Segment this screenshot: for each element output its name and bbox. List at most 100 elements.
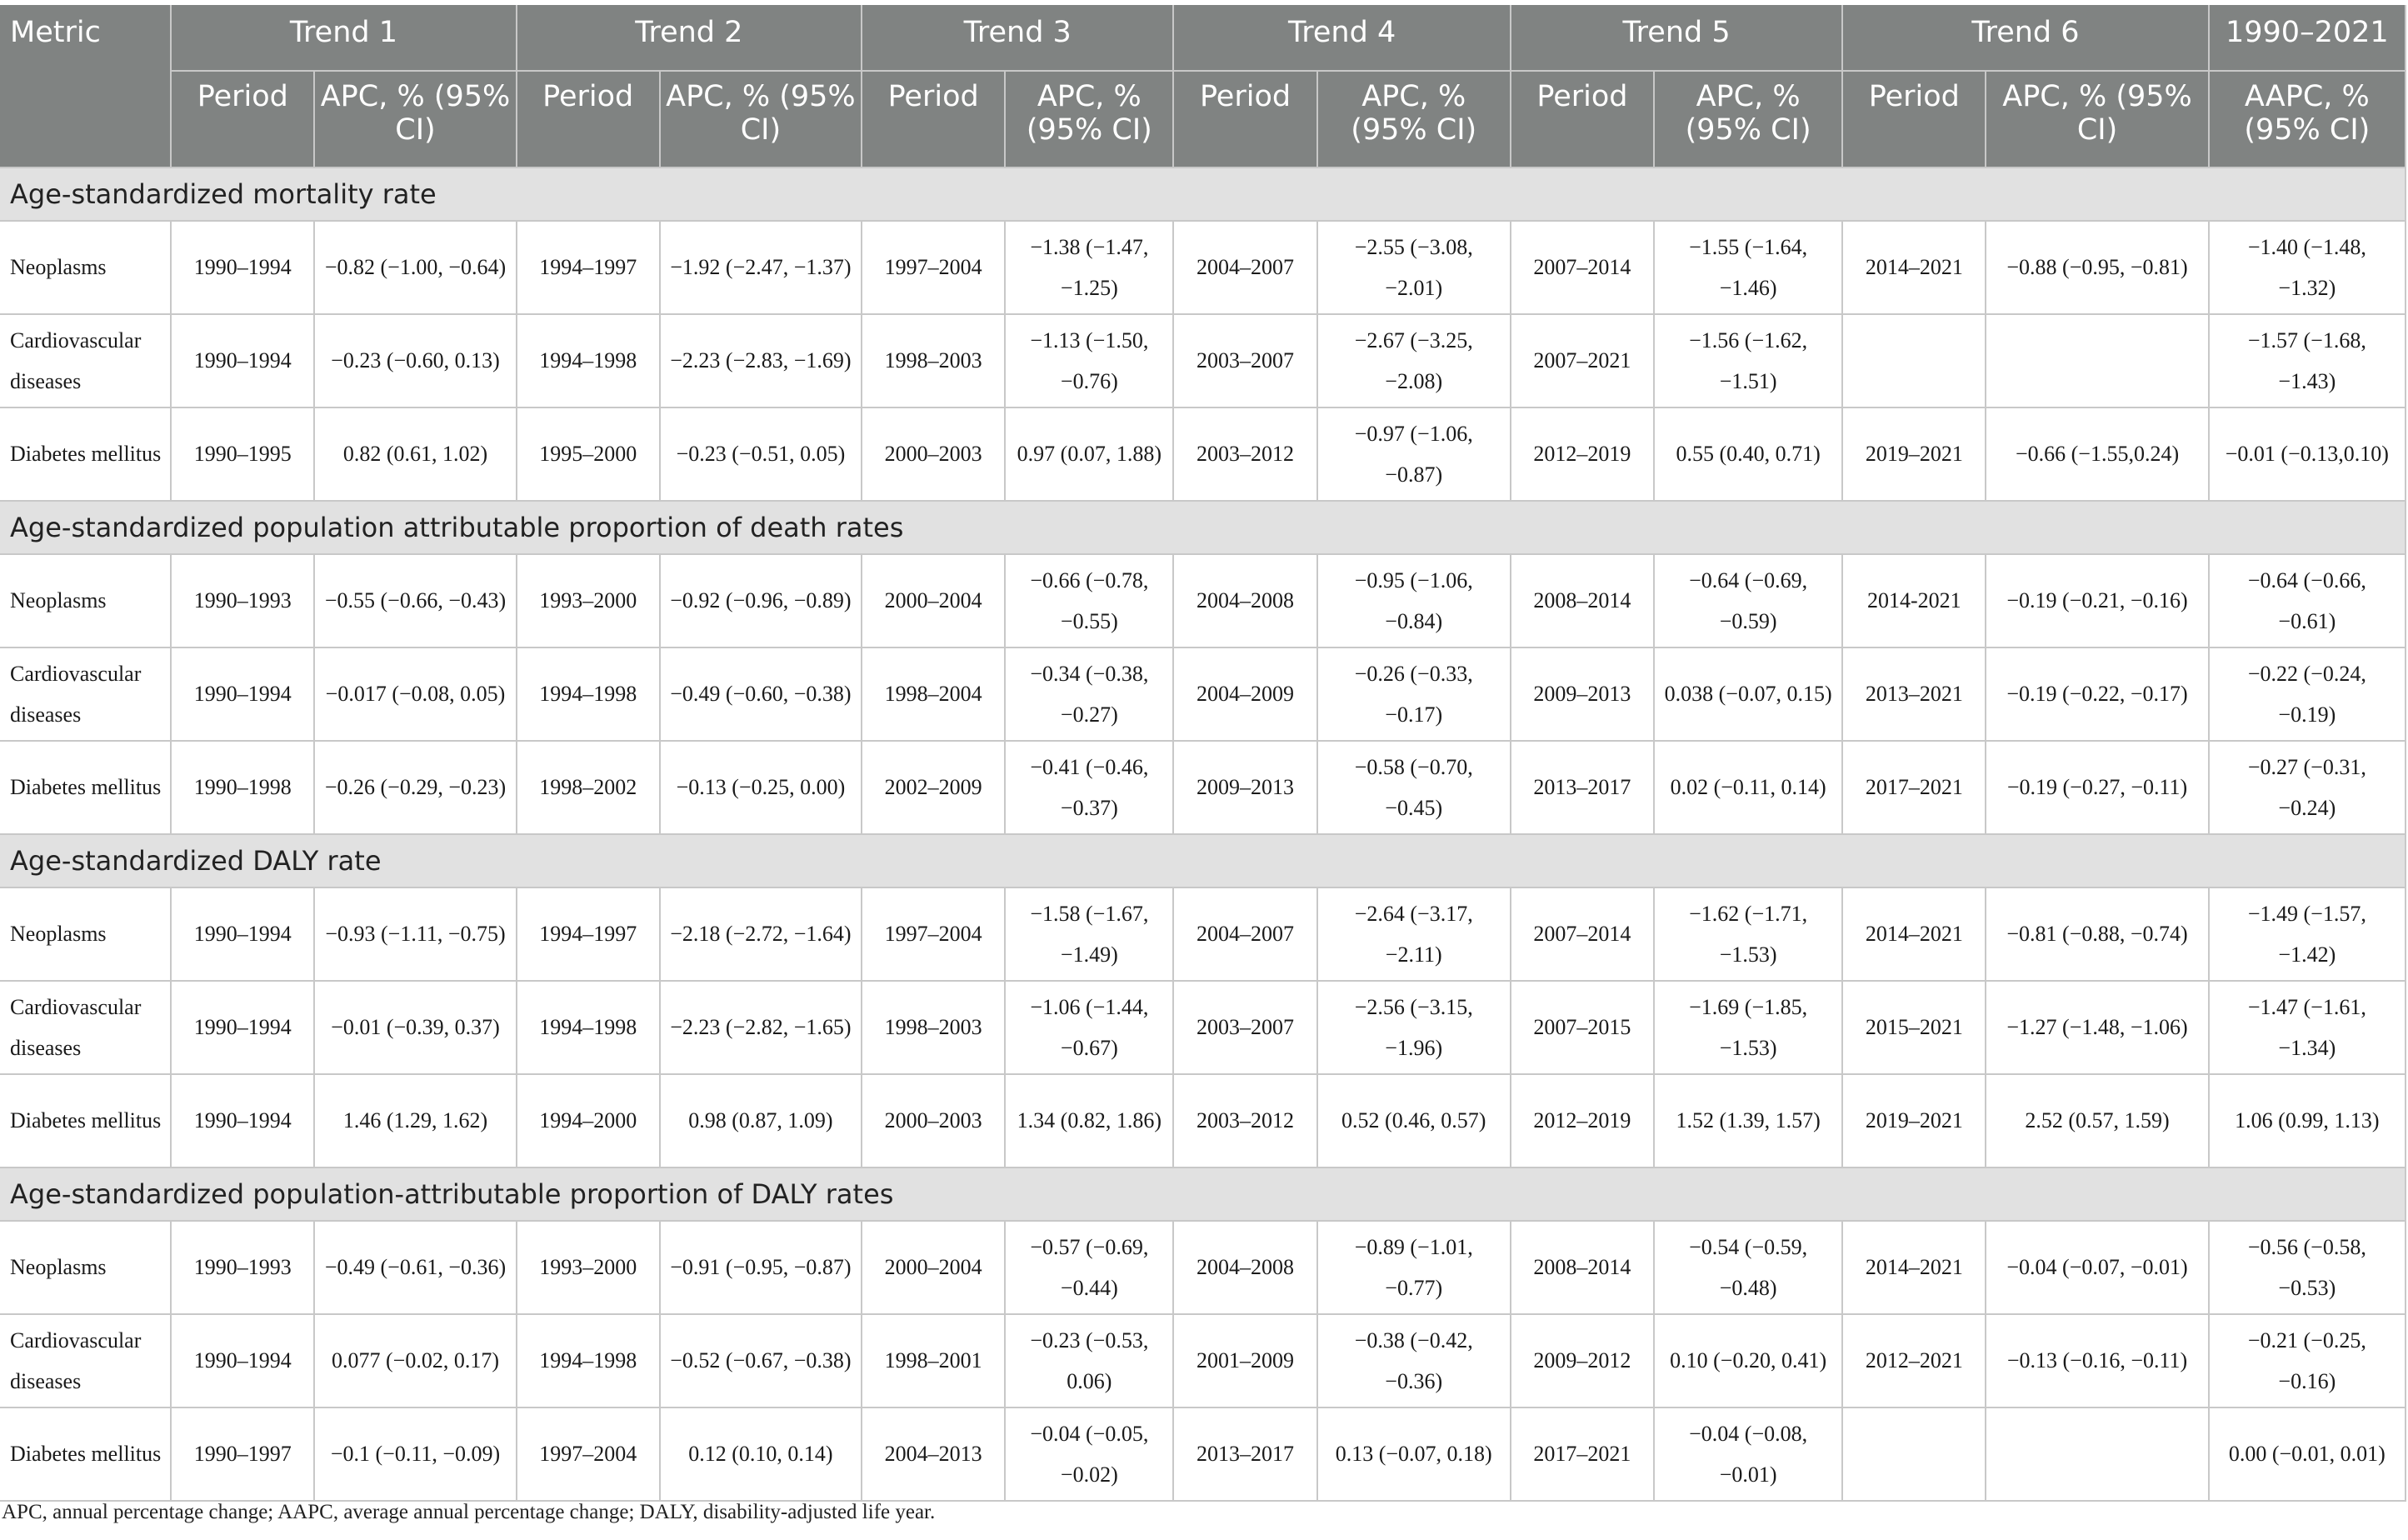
metric-cell: Neoplasms	[0, 888, 172, 982]
table-row: Cardiovascular diseases 1990–1994 −0.01 (−…	[0, 981, 2407, 1075]
period-cell: 1990–1994	[171, 314, 316, 408]
apc-cell: −0.04 (−0.08, −0.01)	[1654, 1408, 1844, 1502]
period-cell: 2000–2003	[862, 1074, 1007, 1168]
period-cell: 2004–2007	[1173, 888, 1318, 982]
apc-cell: −0.97 (−1.06, −0.87)	[1316, 408, 1511, 502]
apc-cell: −0.64 (−0.69, −0.59)	[1654, 554, 1844, 648]
period-cell: 1990–1994	[171, 221, 316, 315]
apc-cell: −0.04 (−0.07, −0.01)	[1986, 1221, 2210, 1315]
apc-cell: 0.82 (0.61, 1.02)	[314, 408, 517, 502]
apc-cell: −0.017 (−0.08, 0.05)	[314, 648, 517, 742]
apc-header: APC, % (95% CI)	[1986, 71, 2210, 168]
period-cell: 2009–2013	[1510, 648, 1656, 742]
apc-cell: −0.23 (−0.53, 0.06)	[1005, 1314, 1175, 1408]
aapc-cell: 0.00 (−0.01, 0.01)	[2208, 1408, 2407, 1502]
trend-6-header: Trend 6	[1842, 5, 2210, 72]
apc-cell: −1.27 (−1.48, −1.06)	[1986, 981, 2210, 1075]
apc-cell: 0.13 (−0.07, 0.18)	[1316, 1408, 1511, 1502]
apc-cell: −0.49 (−0.61, −0.36)	[314, 1221, 517, 1315]
apc-cell: −2.56 (−3.15, −1.96)	[1316, 981, 1511, 1075]
table-container: Metric Trend 1 Trend 2 Trend 3 Trend 4 T…	[0, 5, 2407, 1502]
metric-cell: Diabetes mellitus	[0, 1074, 172, 1168]
aapc-cell: −0.21 (−0.25, −0.16)	[2208, 1314, 2407, 1408]
apc-cell: 0.52 (0.46, 0.57)	[1316, 1074, 1511, 1168]
apc-cell: −0.01 (−0.39, 0.37)	[314, 981, 517, 1075]
period-cell: 2003–2012	[1173, 408, 1318, 502]
apc-cell: −0.26 (−0.29, −0.23)	[314, 741, 517, 835]
apc-cell: −0.66 (−1.55,0.24)	[1986, 408, 2210, 502]
aapc-cell: −0.22 (−0.24, −0.19)	[2208, 648, 2407, 742]
period-cell: 1998–2003	[862, 314, 1007, 408]
table-row: Cardiovascular diseases 1990–1994 −0.017 (…	[0, 648, 2407, 742]
period-cell: 1997–2004	[516, 1408, 661, 1502]
apc-cell: 0.12 (0.10, 0.14)	[659, 1408, 863, 1502]
period-cell: 2008–2014	[1510, 554, 1656, 648]
period-cell: 2012–2019	[1510, 1074, 1656, 1168]
period-cell: 2004–2009	[1173, 648, 1318, 742]
apc-cell: −0.57 (−0.69, −0.44)	[1005, 1221, 1175, 1315]
period-cell: 1994–1998	[516, 1314, 661, 1408]
period-cell: 2014–2021	[1842, 1221, 1987, 1315]
period-cell: 1990–1994	[171, 981, 316, 1075]
apc-cell: −0.41 (−0.46, −0.37)	[1005, 741, 1175, 835]
section-row: Age-standardized mortality rate	[0, 168, 2406, 222]
period-cell: 2000–2004	[862, 1221, 1007, 1315]
metric-cell: Diabetes mellitus	[0, 408, 172, 502]
aapc-cell: −1.49 (−1.57, −1.42)	[2208, 888, 2407, 982]
period-cell: 2013–2017	[1173, 1408, 1318, 1502]
period-cell: 1994–1997	[516, 221, 661, 315]
aapc-cell: −0.64 (−0.66, −0.61)	[2208, 554, 2407, 648]
apc-cell: −0.23 (−0.60, 0.13)	[314, 314, 517, 408]
period-cell: 2000–2004	[862, 554, 1007, 648]
table-row: Neoplasms 1990–1994 −0.82 (−1.00, −0.64) 19…	[0, 221, 2407, 315]
period-header: Period	[1842, 71, 1987, 168]
apc-cell: 1.52 (1.39, 1.57)	[1654, 1074, 1844, 1168]
table-row: Diabetes mellitus 1990–1995 0.82 (0.61, 1.…	[0, 408, 2407, 502]
period-cell: 1998–2002	[516, 741, 661, 835]
period-cell: 2012–2021	[1842, 1314, 1987, 1408]
period-cell: 1998–2003	[862, 981, 1007, 1075]
section-row: Age-standardized DALY rate	[0, 834, 2406, 888]
period-cell: 2013–2021	[1842, 648, 1987, 742]
table-row: Diabetes mellitus 1990–1998 −0.26 (−0.29, …	[0, 741, 2407, 835]
period-cell: 2002–2009	[862, 741, 1007, 835]
aapc-cell: −1.40 (−1.48, −1.32)	[2208, 221, 2407, 315]
metric-cell: Diabetes mellitus	[0, 1408, 172, 1502]
period-cell: 1990–1995	[171, 408, 316, 502]
apc-cell: −0.55 (−0.66, −0.43)	[314, 554, 517, 648]
metric-cell: Neoplasms	[0, 1221, 172, 1315]
section-title: Age-standardized mortality rate	[0, 168, 2406, 222]
apc-cell: −1.55 (−1.64, −1.46)	[1654, 221, 1844, 315]
period-cell: 2003–2007	[1173, 981, 1318, 1075]
period-cell: 1994–1998	[516, 981, 661, 1075]
period-cell: 1990–1994	[171, 648, 316, 742]
period-cell: 1990–1994	[171, 888, 316, 982]
apc-cell: −0.1 (−0.11, −0.09)	[314, 1408, 517, 1502]
trend-1-header: Trend 1	[171, 5, 517, 72]
apc-cell: −0.91 (−0.95, −0.87)	[659, 1221, 863, 1315]
apc-cell: −0.95 (−1.06, −0.84)	[1316, 554, 1511, 648]
apc-cell: −0.23 (−0.51, 0.05)	[659, 408, 863, 502]
table-row: Diabetes mellitus 1990–1994 1.46 (1.29, 1.…	[0, 1074, 2407, 1168]
period-cell: 2007–2021	[1510, 314, 1656, 408]
apc-cell: −0.93 (−1.11, −0.75)	[314, 888, 517, 982]
metric-cell: Cardiovascular diseases	[0, 981, 172, 1075]
period-cell: 1995–2000	[516, 408, 661, 502]
apc-cell: −1.13 (−1.50, −0.76)	[1005, 314, 1175, 408]
apc-cell: −1.56 (−1.62, −1.51)	[1654, 314, 1844, 408]
aapc-cell: −0.27 (−0.31, −0.24)	[2208, 741, 2407, 835]
apc-header: APC, % (95% CI)	[1005, 71, 1175, 168]
apc-cell: −0.49 (−0.60, −0.38)	[659, 648, 863, 742]
period-cell: 2004–2013	[862, 1408, 1007, 1502]
apc-cell: 0.02 (−0.11, 0.14)	[1654, 741, 1844, 835]
period-cell: 1994–2000	[516, 1074, 661, 1168]
period-header: Period	[171, 71, 316, 168]
table-body: Age-standardized mortality rate Neoplasms…	[0, 168, 2407, 1502]
apc-cell: −0.13 (−0.25, 0.00)	[659, 741, 863, 835]
metric-cell: Neoplasms	[0, 221, 172, 315]
table-row: Cardiovascular diseases 1990–1994 0.077 (−…	[0, 1314, 2407, 1408]
apc-cell: −2.55 (−3.08, −2.01)	[1316, 221, 1511, 315]
period-cell: 2014-2021	[1842, 554, 1987, 648]
apc-cell: −0.82 (−1.00, −0.64)	[314, 221, 517, 315]
period-cell: 2007–2014	[1510, 221, 1656, 315]
